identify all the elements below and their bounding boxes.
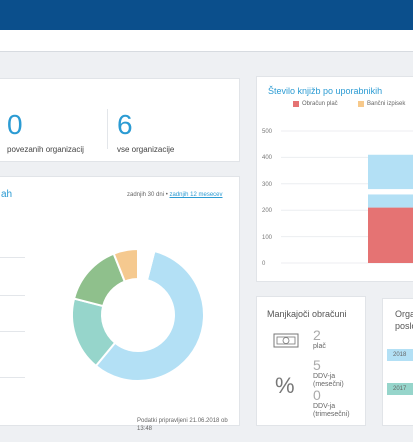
- ytick-400: 400: [262, 155, 273, 161]
- money-icon: [273, 333, 299, 348]
- bar-card-title: Število knjižb po uporabnikih: [268, 86, 383, 96]
- missing-vat-quarterly-count: 0: [313, 387, 321, 403]
- legend-payroll[interactable]: Obračun plač: [293, 101, 338, 107]
- legend-bank-swatch: [358, 101, 364, 107]
- ytick-200: 200: [262, 208, 273, 214]
- range-selector: zadnjih 30 dni • zadnjih 12 mesecev: [127, 191, 223, 199]
- ytick-100: 100: [262, 235, 273, 241]
- bar-segment-3[interactable]: [368, 154, 413, 190]
- donut-slice-0[interactable]: [94, 249, 205, 382]
- bar-segment-1[interactable]: [368, 194, 413, 208]
- connected-orgs-count: 0: [7, 109, 23, 140]
- org-year-2017: 2017: [393, 386, 407, 392]
- left-line-3: [0, 331, 25, 332]
- ytick-500: 500: [262, 129, 273, 135]
- ytick-300: 300: [262, 182, 273, 188]
- missing-reports-card: Manjkajoči obračuni 2 plač % 5 DDV-ja (m…: [256, 296, 366, 426]
- stacked-bar-chart: [281, 130, 413, 264]
- missing-card-title: Manjkajoči obračuni: [267, 309, 347, 319]
- data-timestamp: Podatki pripravljeni 21.06.2018 ob 13:48: [137, 418, 228, 432]
- org-year-2018: 2018: [393, 352, 407, 358]
- percent-icon: %: [275, 373, 295, 398]
- sub-header-bar: [0, 30, 413, 52]
- missing-vat-quarterly-label: DDV-ja (trimesečni): [313, 403, 350, 418]
- left-line-4: [0, 377, 25, 378]
- org-bar-2018: [387, 349, 413, 361]
- left-line-2: [0, 295, 25, 296]
- documents-donut-card: ah zadnjih 30 dni • zadnjih 12 mesecev P…: [0, 176, 240, 432]
- donut-card-title: ah: [1, 189, 13, 200]
- org-bar-2017: [387, 383, 413, 395]
- bar-segment-0[interactable]: [368, 207, 413, 263]
- organizations-business-card: Orga poslo 2018 2017: [382, 298, 413, 426]
- org-card-title-line2: poslo: [395, 321, 413, 331]
- organizations-stats-card: 0 povezanih organizacij 6 vse organizaci…: [0, 78, 240, 162]
- legend-bank-label: Bančni izpisek: [367, 101, 406, 107]
- left-line-1: [0, 257, 25, 258]
- top-navigation-bar: [0, 0, 413, 30]
- range-12-months-link[interactable]: zadnjih 12 mesecev: [169, 192, 223, 198]
- bar-segment-2[interactable]: [368, 189, 413, 195]
- stats-divider: [107, 109, 108, 149]
- missing-payroll-label: plač: [313, 343, 326, 350]
- donut-slice-4[interactable]: [137, 247, 156, 282]
- all-orgs-label: vse organizacije: [117, 145, 175, 154]
- legend-payroll-label: Obračun plač: [302, 101, 338, 107]
- postings-per-user-card: Število knjižb po uporabnikih Obračun pl…: [256, 76, 413, 282]
- org-card-title-line1: Orga: [395, 309, 413, 319]
- range-30-days[interactable]: zadnjih 30 dni •: [127, 192, 168, 198]
- legend-payroll-swatch: [293, 101, 299, 107]
- all-orgs-count: 6: [117, 109, 133, 140]
- legend-bank-statement[interactable]: Bančni izpisek: [358, 101, 405, 107]
- missing-payroll-count: 2: [313, 327, 321, 343]
- missing-vat-monthly-count: 5: [313, 357, 321, 373]
- connected-orgs-label: povezanih organizacij: [7, 145, 84, 154]
- donut-chart: [71, 247, 205, 382]
- ytick-0: 0: [262, 261, 266, 267]
- missing-vat-monthly-label: DDV-ja (mesečni): [313, 373, 344, 388]
